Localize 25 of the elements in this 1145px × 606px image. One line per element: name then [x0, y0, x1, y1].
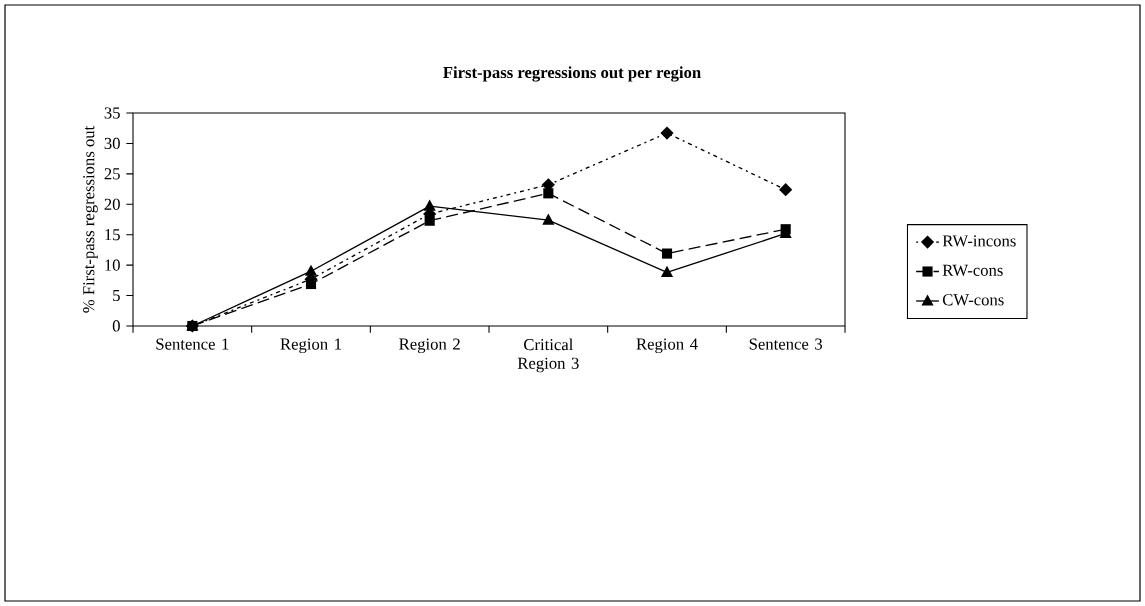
x-tick-label: Region 1: [280, 338, 342, 354]
y-tick-label: 0: [112, 320, 120, 332]
point: [661, 248, 673, 259]
point: [660, 126, 674, 140]
y-tick-label: 25: [104, 168, 120, 180]
y-tick-label: 10: [105, 259, 120, 271]
x-tick-label: Sentence 3: [749, 338, 823, 350]
y-tick-label: 20: [104, 198, 120, 210]
legend-label: RW-cons: [942, 264, 1003, 276]
y-tick-label: 30: [104, 137, 120, 150]
point: [779, 183, 793, 197]
chart-title: First-pass regressions out per region: [443, 66, 701, 82]
legend-label: RW-incons: [942, 235, 1016, 247]
y-tick-label: 5: [113, 290, 120, 302]
legend-label: CW-cons: [942, 294, 1004, 306]
point: [542, 213, 555, 225]
point: [660, 265, 674, 277]
y-tick-label: 15: [105, 229, 120, 241]
x-tick-label: Critical Region 3: [517, 338, 579, 373]
y-tick-label: 35: [104, 107, 120, 119]
x-tick-label: Region 4: [636, 338, 698, 354]
x-tick-label: Region 2: [399, 338, 460, 354]
point: [780, 224, 791, 235]
x-tick-label: Sentence 1: [156, 338, 229, 350]
y-axis-title: % First-pass regressions out: [83, 125, 98, 313]
